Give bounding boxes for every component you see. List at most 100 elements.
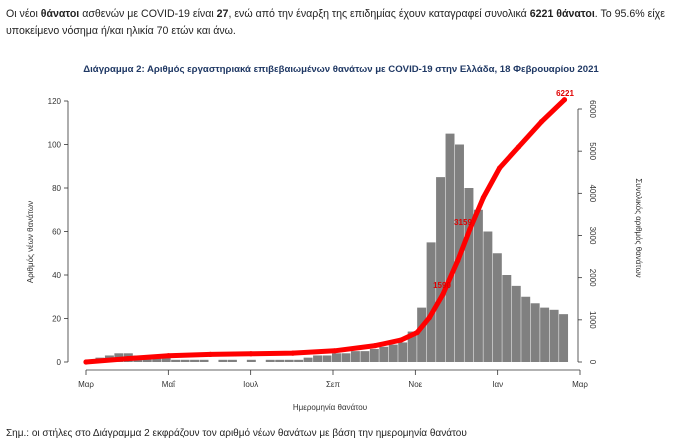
cumulative-point [440, 291, 446, 298]
cumulative-point [426, 315, 432, 321]
y-tick-label: 60 [52, 228, 61, 237]
cumulative-point [538, 119, 545, 125]
annotation-total: 6221 [556, 89, 574, 98]
bar [313, 355, 323, 362]
cumulative-point [398, 337, 404, 343]
y-tick-label: 80 [52, 184, 61, 193]
bar [294, 359, 304, 362]
y2-tick-label: 6000 [588, 100, 597, 118]
new-deaths-count: 27 [216, 8, 229, 20]
footnote: Σημ.: οι στήλες στο Διάγραμμα 2 εκφράζου… [6, 428, 467, 439]
bar [180, 359, 190, 362]
x-tick-label: Μαρ [78, 380, 94, 389]
chart-title: Διάγραμμα 2: Αριθμός εργαστηριακά επιβεβ… [83, 64, 599, 75]
bar [445, 133, 455, 362]
bar [218, 359, 228, 362]
y-tick-label: 100 [48, 141, 62, 150]
cumulative-point [467, 226, 473, 232]
bar [483, 231, 493, 362]
y-tick-label: 120 [48, 97, 62, 106]
y2-axis-label: Συνολικός αριθμός θανάτων [634, 178, 643, 277]
left-y-axis: 0 20 40 60 80 100 120 [48, 97, 69, 367]
y-axis-label: Αριθμός νέων θανάτων [26, 201, 35, 283]
x-tick-label: Σεπ [326, 380, 341, 389]
bar [549, 309, 559, 362]
y2-tick-label: 4000 [588, 184, 597, 202]
bar [303, 357, 313, 362]
bar [464, 188, 474, 362]
x-tick-label: Ιαν [492, 380, 503, 389]
bar [521, 296, 531, 362]
bar [161, 357, 171, 362]
annotation-mid-low: 1590 [433, 281, 451, 290]
bar [436, 177, 446, 362]
x-axis-label: Ημερομηνία θανάτου [293, 403, 367, 412]
bar [275, 359, 285, 362]
cumulative-point [207, 351, 213, 358]
bar [540, 307, 550, 362]
right-y-axis: 0 1000 2000 3000 4000 5000 6000 [577, 100, 597, 365]
y2-tick-label: 2000 [588, 269, 597, 287]
bar [332, 353, 341, 362]
bar [417, 307, 427, 362]
cumulative-point [455, 258, 461, 264]
bar [502, 275, 512, 362]
bar [152, 357, 162, 362]
bar [246, 359, 256, 362]
bar-series [86, 133, 569, 362]
cumulative-line [83, 97, 567, 365]
bar [284, 359, 294, 362]
bar [388, 344, 398, 362]
cumulative-point [248, 351, 254, 357]
cumulative-line-series [83, 97, 568, 365]
cumulative-point [515, 144, 522, 150]
summary-text-4: . Το 95.6% είχε υποκείμενο νόσημα ή/και … [6, 8, 665, 37]
bar [426, 242, 436, 362]
bar [492, 253, 502, 362]
y2-tick-label: 5000 [588, 142, 597, 160]
bar [341, 353, 351, 362]
y2-tick-label: 0 [588, 360, 597, 365]
x-axis: Μαρ Μαΐ Ιουλ Σεπ Νοε Ιαν Μαρ [78, 369, 588, 389]
bar [407, 331, 417, 362]
bar [199, 359, 209, 362]
cumulative-point [497, 165, 503, 171]
cumulative-point [125, 356, 131, 362]
x-tick-label: Μαΐ [162, 380, 176, 389]
cumulative-point [414, 329, 420, 336]
bar [559, 314, 569, 362]
bar [379, 346, 389, 362]
total-deaths-count: 6221 θάνατοι [529, 8, 595, 20]
cumulative-point [290, 350, 296, 356]
bar [369, 348, 379, 362]
annotation-mid-high: 3159 [454, 218, 472, 227]
x-tick-label: Νοε [408, 380, 422, 389]
y-tick-label: 40 [52, 271, 61, 280]
bar [530, 303, 540, 362]
bar [171, 359, 181, 362]
bar [398, 342, 408, 362]
y2-tick-label: 1000 [588, 311, 597, 329]
summary-text-2: ασθενών με COVID-19 είναι [79, 8, 217, 20]
bar [511, 285, 521, 362]
cumulative-point [332, 348, 338, 354]
cumulative-point [83, 359, 89, 365]
bar [360, 351, 370, 362]
bar [322, 355, 332, 362]
y2-tick-label: 3000 [588, 227, 597, 245]
y-tick-label: 0 [57, 358, 62, 367]
bar [473, 209, 483, 362]
y-tick-label: 20 [52, 315, 61, 324]
bar [350, 351, 360, 362]
bar [265, 359, 275, 362]
x-tick-label: Μαρ [572, 380, 588, 389]
bar [190, 359, 200, 362]
summary-text-1: Οι νέοι [6, 8, 41, 20]
summary-deaths-word: θάνατοι [40, 8, 80, 20]
bar [227, 359, 237, 362]
summary-paragraph: Οι νέοι θάνατοι ασθενών με COVID-19 είνα… [6, 6, 676, 40]
cumulative-point [372, 342, 378, 349]
x-tick-label: Ιουλ [243, 380, 258, 389]
cumulative-point [480, 194, 486, 201]
